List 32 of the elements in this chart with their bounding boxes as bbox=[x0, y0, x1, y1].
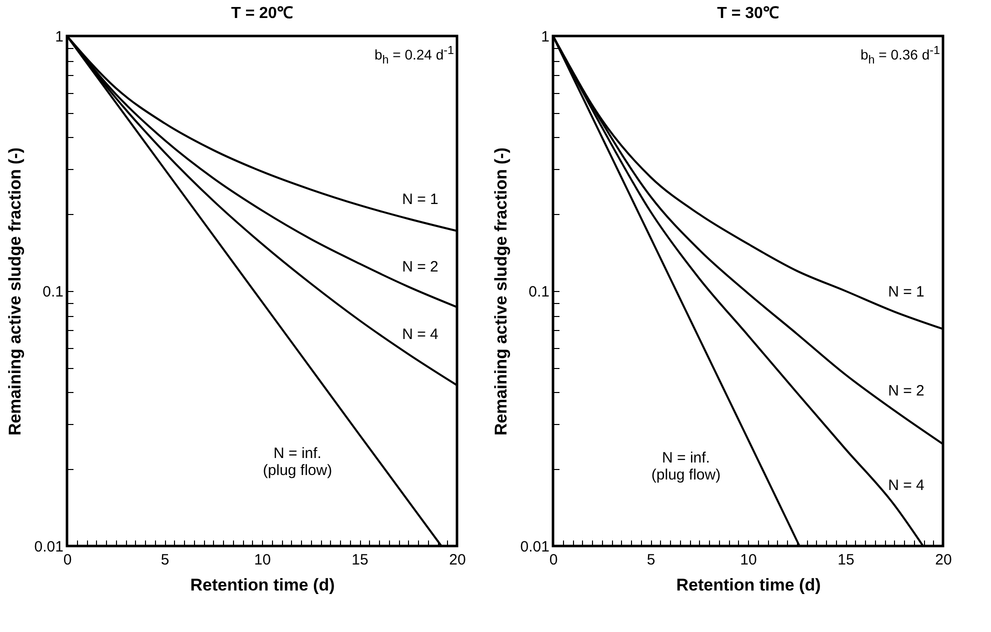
x-tick-label: 20 bbox=[449, 552, 466, 568]
x-tick-label: 10 bbox=[740, 552, 757, 568]
y-tick-label: 0.01 bbox=[34, 538, 64, 556]
series-label: N = 1 bbox=[888, 284, 924, 301]
y-axis-title: Remaining active sludge fraction (-) bbox=[491, 147, 510, 436]
series-label: N = inf. (plug flow) bbox=[262, 444, 332, 479]
y-tick-label: 1 bbox=[541, 28, 550, 46]
annotation: b$_{h}$ = 0.36 d$^{-1}$ bbox=[860, 44, 940, 66]
series-label: N = 4 bbox=[888, 476, 924, 494]
chart-title: T = 20℃ bbox=[231, 5, 293, 22]
x-tick-label: 5 bbox=[646, 552, 656, 568]
x-axis-title: Retention time (d) bbox=[190, 576, 335, 594]
y-tick-label: 0.1 bbox=[42, 284, 64, 300]
chart-title: T = 30℃ bbox=[717, 5, 779, 22]
annotation: b$_{h}$ = 0.24 d$^{-1}$ bbox=[374, 44, 454, 66]
series-label: N = 1 bbox=[402, 190, 438, 208]
x-axis-title: Retention time (d) bbox=[676, 576, 821, 594]
series-label: N = inf. (plug flow) bbox=[651, 449, 721, 484]
x-tick-label: 10 bbox=[254, 552, 271, 568]
x-tick-label: 5 bbox=[160, 552, 170, 568]
series-label: N = 2 bbox=[888, 382, 924, 400]
y-tick-label: 0.01 bbox=[520, 538, 550, 556]
series-label: N = 4 bbox=[402, 326, 438, 344]
x-tick-label: 15 bbox=[352, 552, 368, 568]
x-tick-label: 15 bbox=[838, 552, 854, 568]
x-tick-label: 20 bbox=[935, 552, 952, 568]
x-tick-label: 0 bbox=[549, 552, 558, 568]
y-tick-label: 0.1 bbox=[528, 284, 550, 300]
series-label: N = 2 bbox=[402, 258, 438, 276]
y-axis-title: Remaining active sludge fraction (-) bbox=[5, 147, 24, 436]
x-tick-label: 0 bbox=[63, 552, 72, 568]
y-tick-label: 1 bbox=[55, 28, 64, 46]
